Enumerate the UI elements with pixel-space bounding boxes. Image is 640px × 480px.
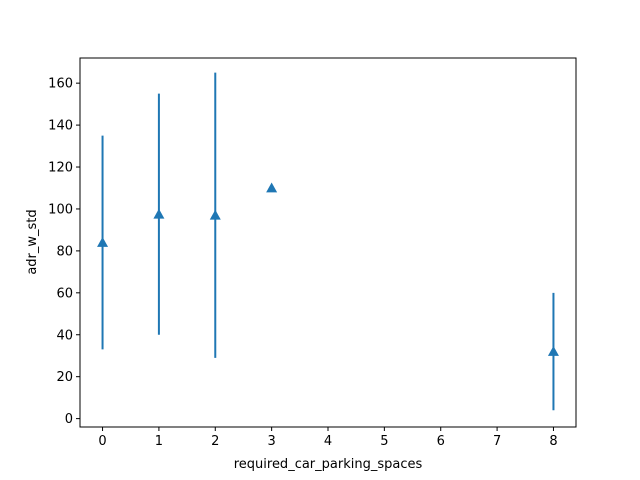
data-series [97,72,559,411]
y-tick-label: 0 [65,412,73,427]
y-tick-label: 20 [56,370,73,385]
x-axis-label: required_car_parking_spaces [234,457,423,472]
y-tick-label: 140 [48,119,73,134]
y-tick-label: 160 [48,77,73,92]
y-axis-label: adr_w_std [25,209,40,274]
x-tick-label: 5 [380,434,388,449]
x-tick-label: 7 [493,434,501,449]
y-tick-label: 40 [56,328,73,343]
plot-area [79,57,577,428]
x-tick-label: 1 [155,434,163,449]
x-tick-label: 6 [437,434,445,449]
x-tick-label: 0 [98,434,106,449]
data-point-marker [153,208,165,219]
y-tick-label: 120 [48,161,73,176]
x-tick-label: 2 [211,434,219,449]
x-axis: 0 1 2 3 4 5 6 7 8 [98,427,558,449]
y-tick-label: 100 [48,202,73,217]
x-tick-label: 4 [324,434,332,449]
y-tick-label: 80 [56,244,73,259]
data-point-marker [266,182,278,193]
data-point-marker [547,346,559,356]
x-tick-label: 8 [549,434,557,449]
y-tick-label: 60 [56,286,73,301]
x-tick-label: 3 [267,434,275,449]
data-point-marker [97,237,109,247]
data-point-marker [209,209,221,220]
y-axis: 0 20 40 60 80 100 120 140 160 [48,77,80,427]
